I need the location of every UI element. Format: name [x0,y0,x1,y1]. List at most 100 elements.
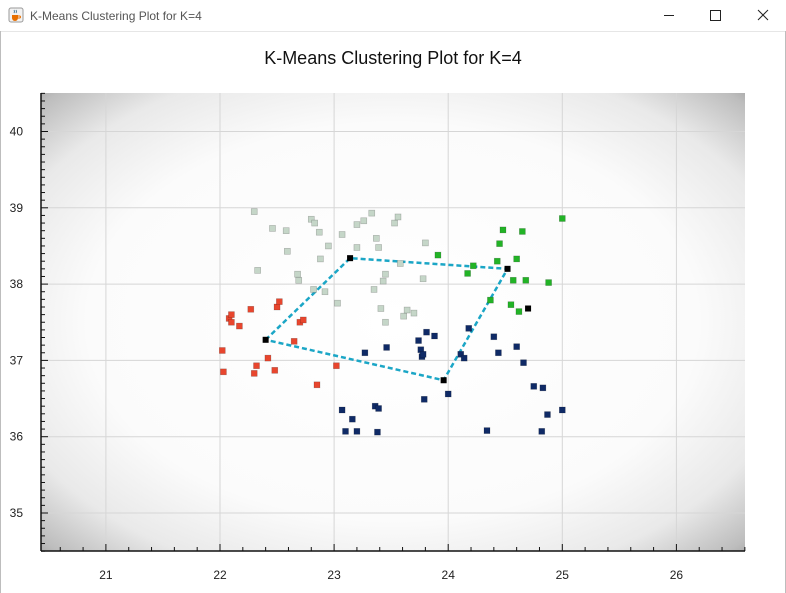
cluster-4-point [420,396,428,403]
cluster-3-point [487,296,494,304]
y-tick-label: 39 [10,201,24,215]
cluster-2-point [419,275,427,283]
cluster-3-point [493,257,501,265]
window-title: K-Means Clustering Plot for K=4 [30,9,202,23]
x-tick-label: 26 [670,568,684,582]
cluster-2-point [307,215,315,223]
cluster-4-point [539,384,547,392]
cluster-2-point [282,227,290,234]
cluster-1-point [313,381,321,389]
cluster-4-point [353,428,361,435]
cluster-4-point [460,354,468,362]
cluster-4-point [513,343,520,350]
close-icon [757,9,769,21]
cluster-3-point [509,276,517,284]
cluster-4-point [419,350,427,358]
cluster-2-point [334,299,341,307]
cluster-1-point [220,368,227,376]
cluster-3-point [515,308,523,315]
minimize-button[interactable] [646,0,692,31]
cluster-1-point [236,322,243,330]
x-tick-label: 24 [442,568,456,582]
maximize-button[interactable] [692,0,738,31]
x-tick-label: 25 [556,568,570,582]
cluster-1-point [218,347,226,354]
cluster-2-point [400,312,408,320]
cluster-2-point [317,255,324,263]
cluster-1-point [299,316,307,324]
cluster-4-point [538,428,546,435]
data-points [218,208,566,436]
cluster-3-point [499,226,507,234]
cluster-2-point [377,305,385,312]
centroid-point [440,377,447,384]
cluster-1-point [253,362,260,370]
cluster-4-point [520,359,527,366]
cluster-2-point [353,244,361,251]
cluster-2-point [338,231,346,238]
cluster-4-point [423,328,430,336]
cluster-4-point [383,344,390,351]
grid [41,93,745,551]
y-tick-label: 35 [10,506,24,520]
x-tick-label: 22 [213,568,227,582]
cluster-4-point [361,349,369,357]
cluster-3-point [558,215,566,222]
close-button[interactable] [740,0,786,31]
chart-title: K-Means Clustering Plot for K=4 [264,48,522,68]
cluster-4-point [431,332,438,340]
y-tick-label: 36 [10,430,24,444]
cluster-3-point [519,228,526,235]
centroids [262,255,532,384]
minimize-icon [664,15,674,16]
cluster-2-point [403,306,411,314]
cluster-2-point [394,213,402,221]
cluster-4-point [544,411,551,418]
cluster-2-point [311,219,319,227]
cluster-3-point [470,262,477,270]
cluster-4-point [375,405,382,412]
axes: 21 22 23 24 25 26 35 36 37 38 39 40 [10,92,746,582]
centroid-point [525,305,532,312]
cluster-4-point [457,350,465,358]
cluster-2-point [269,225,276,232]
window-border-left [0,31,1,593]
cluster-2-point [375,244,382,251]
cluster-2-point [391,219,398,227]
cluster-2-point [373,235,380,242]
cluster-2-point [370,286,378,293]
cluster-3-point [522,276,530,284]
cluster-4-point [495,349,502,357]
cluster-2-point [310,286,317,293]
cluster-3-point [434,251,442,259]
cluster-1-point [247,305,255,313]
cluster-2-point [396,260,404,267]
cluster-3-point [513,255,520,263]
cluster-4-point [374,428,381,436]
centroid-point [504,265,511,272]
cluster-4-point [349,415,356,423]
cluster-4-point [415,337,422,344]
x-tick-label: 23 [327,568,341,582]
cluster-2-point [382,270,389,278]
centroid-point [347,255,354,262]
cluster-2-point [321,288,329,296]
cluster-2-point [422,239,429,247]
cluster-2-point [294,270,301,278]
cluster-3-point [545,279,552,286]
cluster-1-point [271,367,279,374]
cluster-4-point [558,406,566,414]
cluster-4-point [338,406,346,414]
window-titlebar: K-Means Clustering Plot for K=4 [0,0,786,32]
x-tick-label: 21 [99,568,113,582]
cluster-2-point [315,228,323,236]
cluster-2-point [254,267,261,274]
cluster-4-point [465,325,473,332]
cluster-1-point [228,318,235,326]
cluster-2-point [379,277,387,285]
cluster-2-point [368,209,376,217]
cluster-4-point [490,333,498,341]
cluster-2-point [284,247,291,255]
plot-area [41,93,745,551]
